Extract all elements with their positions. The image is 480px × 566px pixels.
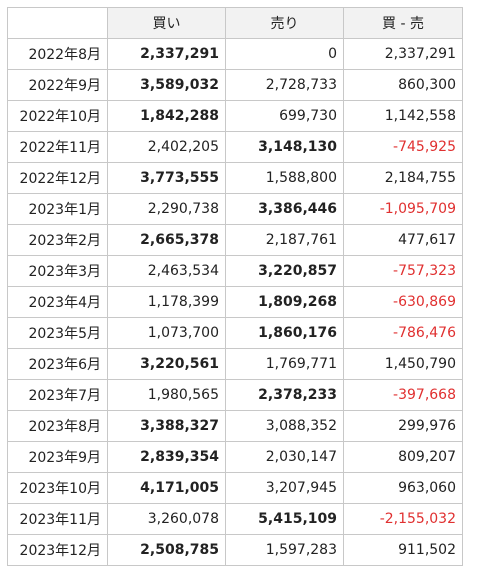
- sell-cell: 1,860,176: [225, 317, 344, 349]
- table-row: 2022年10月 1,842,288 699,730 1,142,558: [7, 100, 463, 132]
- sell-cell: 1,588,800: [225, 162, 344, 194]
- diff-cell: -1,095,709: [343, 193, 463, 225]
- buy-header: 買い: [107, 7, 226, 39]
- table-row: 2023年3月 2,463,534 3,220,857 -757,323: [7, 255, 463, 287]
- diff-cell: -757,323: [343, 255, 463, 287]
- buy-cell: 1,842,288: [107, 100, 226, 132]
- diff-cell: 2,184,755: [343, 162, 463, 194]
- sell-cell: 2,728,733: [225, 69, 344, 101]
- month-cell: 2023年1月: [7, 193, 108, 225]
- sell-cell: 1,769,771: [225, 348, 344, 380]
- month-cell: 2023年11月: [7, 503, 108, 535]
- diff-cell: 963,060: [343, 472, 463, 504]
- table-row: 2023年11月 3,260,078 5,415,109 -2,155,032: [7, 503, 463, 535]
- buy-cell: 3,773,555: [107, 162, 226, 194]
- sell-cell: 3,220,857: [225, 255, 344, 287]
- corner-header: [7, 7, 108, 39]
- table-row: 2022年8月 2,337,291 0 2,337,291: [7, 38, 463, 70]
- diff-cell: -397,668: [343, 379, 463, 411]
- month-cell: 2023年8月: [7, 410, 108, 442]
- sell-cell: 699,730: [225, 100, 344, 132]
- sell-cell: 3,148,130: [225, 131, 344, 163]
- table-row: 2022年12月 3,773,555 1,588,800 2,184,755: [7, 162, 463, 194]
- month-cell: 2023年6月: [7, 348, 108, 380]
- header-row: 買い 売り 買 - 売: [7, 7, 463, 39]
- diff-cell: -745,925: [343, 131, 463, 163]
- sell-header: 売り: [225, 7, 344, 39]
- table-row: 2023年8月 3,388,327 3,088,352 299,976: [7, 410, 463, 442]
- sell-cell: 1,597,283: [225, 534, 344, 566]
- diff-cell: 299,976: [343, 410, 463, 442]
- diff-cell: 477,617: [343, 224, 463, 256]
- sell-cell: 3,207,945: [225, 472, 344, 504]
- buy-cell: 3,260,078: [107, 503, 226, 535]
- table-row: 2023年1月 2,290,738 3,386,446 -1,095,709: [7, 193, 463, 225]
- diff-cell: -630,869: [343, 286, 463, 318]
- month-cell: 2023年2月: [7, 224, 108, 256]
- sell-cell: 0: [225, 38, 344, 70]
- month-cell: 2023年12月: [7, 534, 108, 566]
- buy-cell: 2,463,534: [107, 255, 226, 287]
- table-row: 2023年7月 1,980,565 2,378,233 -397,668: [7, 379, 463, 411]
- buy-sell-table: 買い 売り 買 - 売 2022年8月 2,337,291 0 2,337,291 20…: [7, 7, 463, 566]
- table-row: 2023年2月 2,665,378 2,187,761 477,617: [7, 224, 463, 256]
- month-cell: 2023年10月: [7, 472, 108, 504]
- table-row: 2023年10月 4,171,005 3,207,945 963,060: [7, 472, 463, 504]
- table-row: 2022年11月 2,402,205 3,148,130 -745,925: [7, 131, 463, 163]
- buy-cell: 2,290,738: [107, 193, 226, 225]
- month-cell: 2022年11月: [7, 131, 108, 163]
- diff-cell: 1,450,790: [343, 348, 463, 380]
- diff-header: 買 - 売: [343, 7, 463, 39]
- month-cell: 2023年4月: [7, 286, 108, 318]
- month-cell: 2022年8月: [7, 38, 108, 70]
- diff-cell: 911,502: [343, 534, 463, 566]
- month-cell: 2022年9月: [7, 69, 108, 101]
- sell-cell: 1,809,268: [225, 286, 344, 318]
- table-row: 2023年9月 2,839,354 2,030,147 809,207: [7, 441, 463, 473]
- diff-cell: 2,337,291: [343, 38, 463, 70]
- diff-cell: 860,300: [343, 69, 463, 101]
- buy-cell: 2,839,354: [107, 441, 226, 473]
- sell-cell: 5,415,109: [225, 503, 344, 535]
- buy-cell: 2,402,205: [107, 131, 226, 163]
- table-row: 2023年6月 3,220,561 1,769,771 1,450,790: [7, 348, 463, 380]
- sell-cell: 3,386,446: [225, 193, 344, 225]
- month-cell: 2022年12月: [7, 162, 108, 194]
- table-row: 2023年5月 1,073,700 1,860,176 -786,476: [7, 317, 463, 349]
- sell-cell: 2,187,761: [225, 224, 344, 256]
- diff-cell: 809,207: [343, 441, 463, 473]
- buy-cell: 2,665,378: [107, 224, 226, 256]
- buy-cell: 3,220,561: [107, 348, 226, 380]
- buy-cell: 1,073,700: [107, 317, 226, 349]
- buy-cell: 2,508,785: [107, 534, 226, 566]
- buy-sell-table-container: 買い 売り 買 - 売 2022年8月 2,337,291 0 2,337,291 20…: [7, 7, 463, 566]
- buy-cell: 4,171,005: [107, 472, 226, 504]
- sell-cell: 2,030,147: [225, 441, 344, 473]
- month-cell: 2023年7月: [7, 379, 108, 411]
- sell-cell: 3,088,352: [225, 410, 344, 442]
- table-row: 2023年12月 2,508,785 1,597,283 911,502: [7, 534, 463, 566]
- buy-cell: 3,388,327: [107, 410, 226, 442]
- buy-cell: 3,589,032: [107, 69, 226, 101]
- table-row: 2023年4月 1,178,399 1,809,268 -630,869: [7, 286, 463, 318]
- diff-cell: -786,476: [343, 317, 463, 349]
- table-body: 2022年8月 2,337,291 0 2,337,291 2022年9月 3,589,0…: [7, 38, 463, 566]
- sell-cell: 2,378,233: [225, 379, 344, 411]
- month-cell: 2023年9月: [7, 441, 108, 473]
- diff-cell: 1,142,558: [343, 100, 463, 132]
- buy-cell: 2,337,291: [107, 38, 226, 70]
- table-row: 2022年9月 3,589,032 2,728,733 860,300: [7, 69, 463, 101]
- diff-cell: -2,155,032: [343, 503, 463, 535]
- month-cell: 2023年3月: [7, 255, 108, 287]
- month-cell: 2022年10月: [7, 100, 108, 132]
- buy-cell: 1,980,565: [107, 379, 226, 411]
- buy-cell: 1,178,399: [107, 286, 226, 318]
- month-cell: 2023年5月: [7, 317, 108, 349]
